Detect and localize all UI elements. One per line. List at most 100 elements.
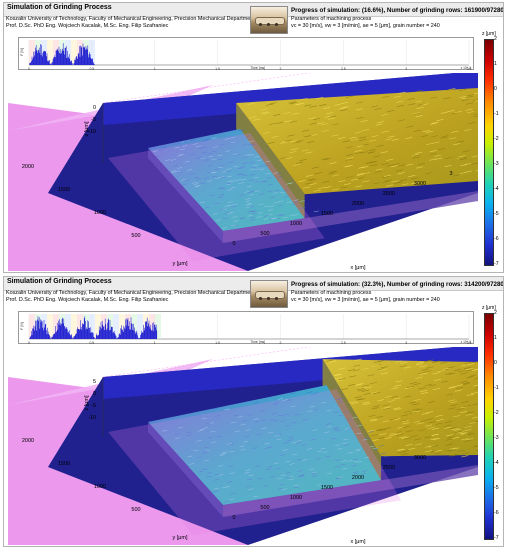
- surface-texture: [445, 438, 453, 441]
- ground-texture: [347, 428, 353, 430]
- strip-time-tick: 0.5: [89, 341, 94, 345]
- surface-texture: [428, 384, 436, 387]
- ground-texture: [330, 437, 336, 440]
- ground-texture: [239, 445, 245, 448]
- surface-texture: [452, 174, 461, 177]
- surface-texture: [382, 180, 390, 183]
- ground-texture: [312, 429, 318, 431]
- ground-texture: [191, 182, 197, 184]
- ground-texture: [201, 146, 207, 149]
- grinding-wheel-thumbnail: [250, 6, 288, 34]
- ground-texture: [270, 217, 276, 220]
- surface-texture: [413, 383, 421, 386]
- ground-texture: [216, 435, 222, 438]
- surface-texture: [453, 415, 461, 418]
- surface-texture: [354, 383, 362, 386]
- ground-texture: [197, 456, 203, 458]
- ground-texture: [206, 475, 212, 478]
- ground-texture: [175, 170, 181, 173]
- ground-texture: [378, 469, 384, 472]
- surface-texture: [302, 129, 310, 132]
- surface-texture: [360, 151, 368, 154]
- signal-band: [137, 314, 143, 339]
- z-tick: -10: [88, 129, 96, 135]
- surface-texture: [426, 411, 434, 414]
- strip-time-tick: 0.5: [89, 67, 94, 71]
- ground-surface: [148, 128, 305, 231]
- strip-time-tick: 3: [405, 341, 407, 345]
- ground-texture: [299, 200, 305, 202]
- surface-texture: [361, 384, 370, 387]
- surface-texture: [474, 378, 478, 380]
- surface-texture: [356, 382, 365, 385]
- surface-texture: [319, 104, 327, 107]
- ground-texture: [327, 426, 333, 428]
- ground-texture: [292, 203, 298, 206]
- ground-texture: [302, 459, 308, 461]
- ground-texture: [190, 153, 196, 156]
- surface-texture: [459, 411, 468, 414]
- university-text: Koszalin University of Technology, Facul…: [6, 16, 255, 22]
- ground-texture: [325, 423, 331, 425]
- ground-texture: [296, 458, 303, 461]
- surface-texture: [433, 378, 441, 381]
- surface-texture: [340, 109, 348, 112]
- surface-texture: [454, 368, 462, 371]
- surface-texture: [464, 128, 472, 132]
- ground-texture: [172, 165, 178, 167]
- strip-xlabel: Time [ms]: [250, 340, 265, 344]
- ground-texture: [186, 169, 193, 171]
- colorbar-tick: 1: [494, 61, 497, 67]
- surface-texture: [424, 383, 432, 386]
- surface-texture: [465, 413, 473, 416]
- surface-texture: [454, 431, 463, 434]
- surface-texture: [301, 149, 309, 152]
- surface-texture: [430, 438, 438, 441]
- ground-texture: [207, 171, 213, 174]
- ground-texture: [316, 484, 322, 486]
- wheel-image: [255, 17, 285, 25]
- ground-texture: [182, 183, 188, 186]
- signal-band: [155, 314, 161, 339]
- surface-texture: [412, 156, 421, 159]
- ground-texture: [293, 201, 299, 203]
- ground-texture: [269, 196, 276, 199]
- surface-texture: [417, 103, 425, 106]
- ground-texture: [334, 466, 340, 468]
- x-tick: 3000: [414, 181, 426, 187]
- ground-texture: [276, 172, 282, 175]
- ground-texture: [267, 446, 273, 449]
- surface-texture: [461, 401, 469, 404]
- x-tick: 3000: [414, 455, 426, 461]
- ground-texture: [320, 401, 327, 404]
- ground-texture: [242, 156, 248, 158]
- x-axis-label: x [μm]: [350, 539, 366, 545]
- surface-texture: [431, 427, 439, 430]
- surface-texture: [367, 374, 375, 377]
- ground-texture: [259, 168, 265, 170]
- ground-texture: [240, 166, 246, 168]
- ground-texture: [346, 419, 352, 421]
- ground-texture: [267, 466, 273, 468]
- ground-texture: [229, 450, 235, 453]
- surface-texture: [473, 384, 478, 387]
- surface-texture: [377, 437, 385, 440]
- ground-texture: [338, 400, 344, 403]
- ground-texture: [256, 433, 262, 436]
- surface-texture: [296, 140, 304, 143]
- ground-texture: [364, 437, 370, 440]
- surface-texture: [269, 102, 277, 105]
- ground-texture: [267, 190, 273, 193]
- force-trace: [29, 316, 158, 339]
- surface-texture: [399, 436, 407, 439]
- surface-texture: [384, 179, 393, 182]
- ground-texture: [237, 416, 243, 418]
- surface-texture: [425, 172, 433, 175]
- ground-texture: [275, 217, 281, 220]
- surface-texture: [375, 168, 383, 171]
- surface-texture: [397, 448, 405, 451]
- ground-texture: [195, 184, 201, 187]
- surface-texture: [405, 430, 414, 433]
- surface-texture: [425, 130, 434, 133]
- surface-texture: [370, 391, 379, 394]
